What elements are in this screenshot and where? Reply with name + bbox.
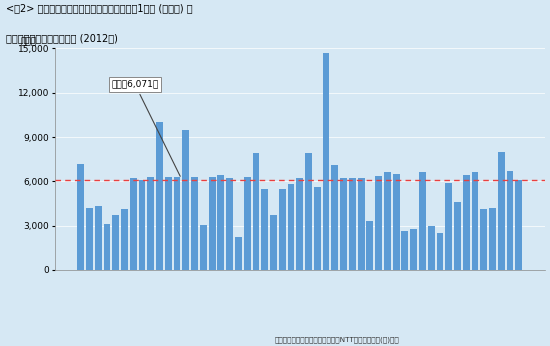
- Bar: [95, 207, 102, 270]
- Bar: [393, 174, 399, 270]
- Bar: [261, 189, 268, 270]
- Bar: [454, 202, 461, 270]
- Bar: [139, 180, 145, 270]
- Bar: [77, 164, 84, 270]
- Bar: [366, 221, 373, 270]
- Bar: [323, 53, 329, 270]
- Bar: [463, 175, 470, 270]
- Bar: [288, 184, 294, 270]
- Bar: [244, 177, 251, 270]
- Bar: [358, 178, 365, 270]
- Bar: [507, 171, 514, 270]
- Bar: [191, 177, 198, 270]
- Text: <図2> 都道府県庁所在地および政令指定都市1世帯 (総世帯) の: <図2> 都道府県庁所在地および政令指定都市1世帯 (総世帯) の: [6, 3, 192, 13]
- Bar: [112, 215, 119, 270]
- Bar: [410, 229, 417, 270]
- Bar: [270, 215, 277, 270]
- Bar: [402, 231, 408, 270]
- Text: 全国：6,071円: 全国：6,071円: [111, 80, 180, 176]
- Bar: [165, 177, 172, 270]
- Bar: [217, 175, 224, 270]
- Text: 「眼鏡」年間支出金額 (2012年): 「眼鏡」年間支出金額 (2012年): [6, 33, 117, 43]
- Bar: [305, 153, 312, 270]
- Bar: [515, 180, 522, 270]
- Bar: [147, 177, 154, 270]
- Bar: [226, 178, 233, 270]
- Bar: [208, 177, 216, 270]
- Bar: [428, 226, 435, 270]
- Bar: [279, 189, 285, 270]
- Text: 出典：「家計調査」（総務省）　NTTタウンページ(株)作成: 出典：「家計調査」（総務省） NTTタウンページ(株)作成: [275, 336, 400, 343]
- Bar: [296, 178, 303, 270]
- Bar: [419, 172, 426, 270]
- Bar: [235, 237, 242, 270]
- Bar: [183, 130, 189, 270]
- Bar: [252, 153, 260, 270]
- Bar: [480, 209, 487, 270]
- Bar: [384, 172, 391, 270]
- Bar: [174, 177, 180, 270]
- Text: （円）: （円）: [21, 37, 37, 46]
- Bar: [156, 122, 163, 270]
- Bar: [446, 183, 452, 270]
- Bar: [200, 225, 207, 270]
- Bar: [437, 233, 443, 270]
- Bar: [375, 176, 382, 270]
- Bar: [130, 178, 136, 270]
- Bar: [471, 172, 478, 270]
- Bar: [489, 208, 496, 270]
- Bar: [332, 165, 338, 270]
- Bar: [103, 224, 111, 270]
- Bar: [314, 187, 321, 270]
- Bar: [498, 152, 505, 270]
- Bar: [349, 178, 356, 270]
- Bar: [86, 208, 93, 270]
- Bar: [340, 177, 347, 270]
- Bar: [121, 209, 128, 270]
